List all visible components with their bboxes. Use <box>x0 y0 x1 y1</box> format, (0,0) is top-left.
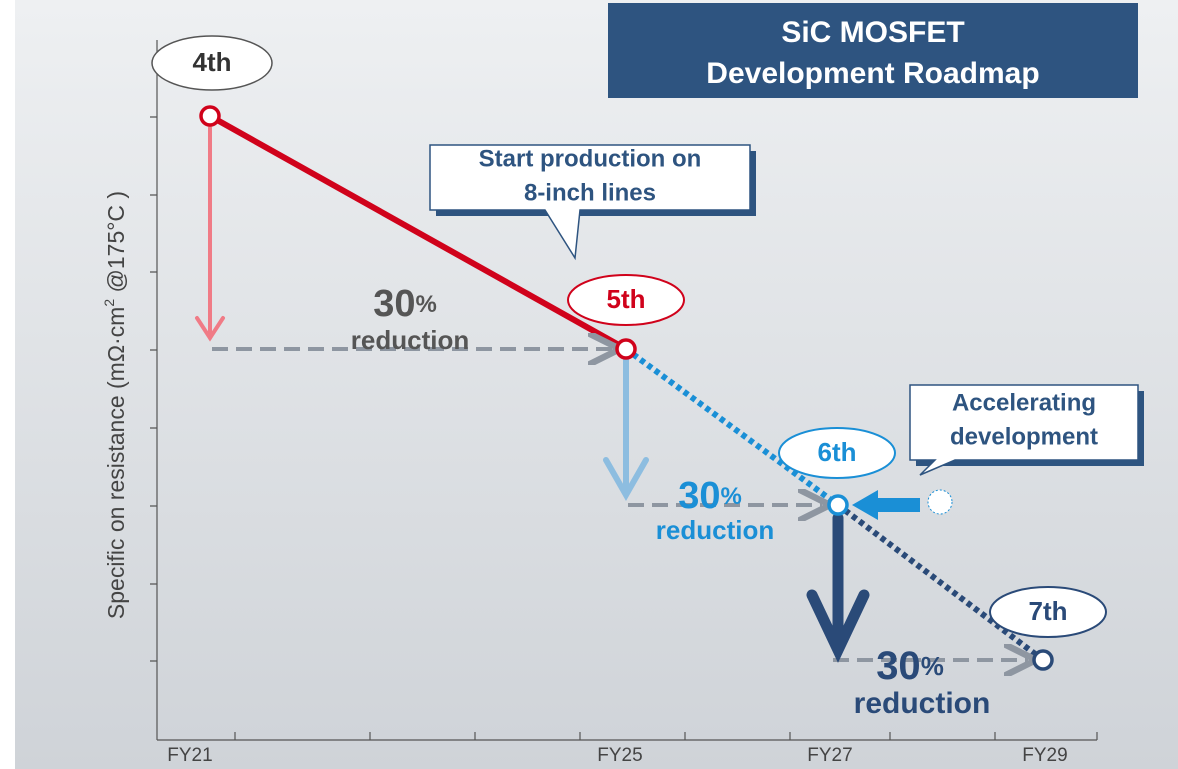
title-box <box>608 3 1138 98</box>
gen-label: 5th <box>607 284 646 314</box>
gen-bubble <box>567 274 685 326</box>
dotted-circle <box>927 489 953 515</box>
gen-label: 4th <box>193 47 232 77</box>
reduction-unit: % <box>921 651 944 681</box>
reduction-text: reduction <box>351 325 469 355</box>
reduction-number: 30 <box>373 283 415 325</box>
axes <box>150 40 1098 741</box>
gen-bubble <box>989 586 1107 638</box>
gen-label: 7th <box>1029 596 1068 626</box>
reduction-text: reduction <box>854 687 991 720</box>
dashed-arrows <box>212 349 1028 660</box>
callout <box>909 384 1139 476</box>
y-axis-label: Specific on resistance (mΩ·cm2 @175°C ) <box>101 191 129 619</box>
reduction-label: 30% <box>876 644 944 688</box>
callout-text: Start production on <box>479 145 702 172</box>
point <box>199 105 221 127</box>
reduction-label: 30% <box>373 283 437 325</box>
x-label: FY21 <box>167 745 212 766</box>
title: Development Roadmap <box>706 57 1039 90</box>
point <box>615 338 637 360</box>
callout-text: development <box>950 423 1098 450</box>
down-arrows <box>195 126 870 663</box>
callout-text: 8-inch lines <box>524 179 656 206</box>
x-label: FY25 <box>597 745 642 766</box>
reduction-label: 30% <box>678 475 742 517</box>
point <box>827 494 849 516</box>
x-labels: FY21 FY25 FY27 FY29 <box>167 745 1067 766</box>
reduction-text: reduction <box>656 515 774 545</box>
line-segment <box>624 346 840 508</box>
callout <box>429 144 751 261</box>
callout-text: Accelerating <box>952 389 1096 416</box>
gen-bubble <box>151 35 273 91</box>
gen-label: 6th <box>818 437 857 467</box>
line-segment <box>836 502 1045 663</box>
point <box>1032 649 1054 671</box>
title: SiC MOSFET <box>781 16 964 49</box>
line-segment <box>208 113 628 352</box>
y-label-text: Specific on resistance (mΩ·cm <box>103 307 129 619</box>
x-label: FY29 <box>1022 745 1067 766</box>
left-arrow <box>852 490 920 520</box>
x-label: FY27 <box>807 745 852 766</box>
reduction-number: 30 <box>876 644 921 688</box>
reduction-unit: % <box>720 483 741 510</box>
reduction-number: 30 <box>678 475 720 517</box>
reduction-unit: % <box>415 291 436 318</box>
gen-bubble <box>778 427 896 479</box>
y-label-sup: 2 <box>101 299 117 307</box>
y-label-end: @175°C ) <box>103 191 129 299</box>
